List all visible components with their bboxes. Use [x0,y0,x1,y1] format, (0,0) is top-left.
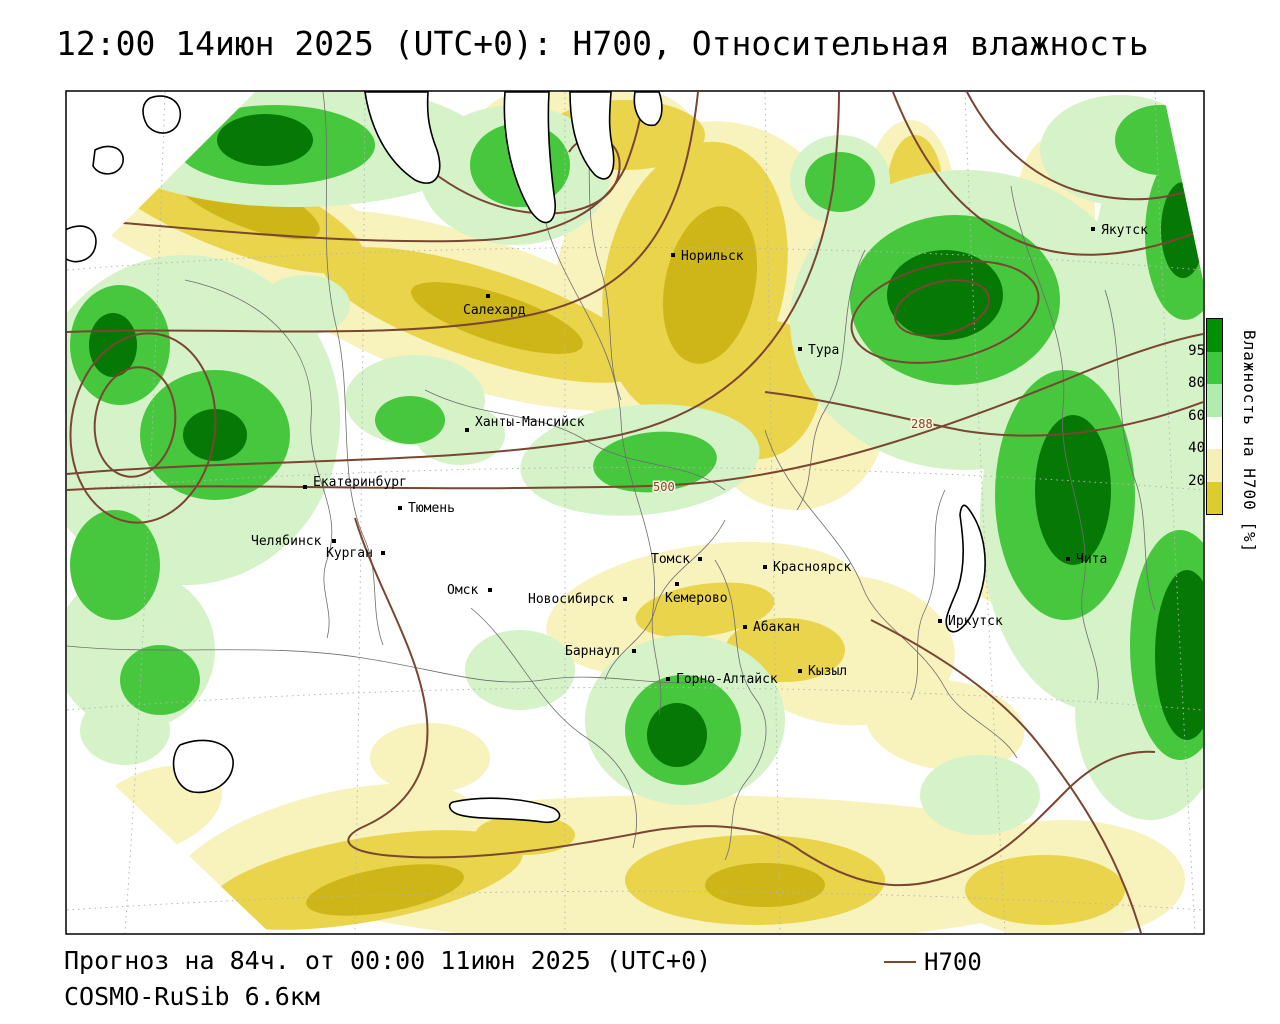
city-label: Красноярск [773,560,851,575]
city-label: Новосибирск [528,592,614,607]
colorbar-tick-label: 95 [1188,342,1205,359]
city-marker [465,428,469,432]
colorbar-title: Влажность на H700 [%] [1240,330,1259,554]
colorbar-scale [1206,318,1223,515]
coast-outline [66,225,97,263]
lake-outline [448,797,561,824]
city-marker [398,506,402,510]
city-label: Кемерово [665,591,728,606]
city-marker [1066,557,1070,561]
city-label: Чита [1076,552,1107,567]
humidity-map: Норильск Салехард Тура Якутск Ханты-Мансийск… [65,90,1205,935]
city-marker [698,557,702,561]
city-label: Абакан [753,620,800,635]
city-marker [671,253,675,257]
city-label: Якутск [1101,223,1148,238]
contour-value-label: 288 [911,417,933,431]
colorbar-segment [1207,319,1222,352]
city-label: Омск [447,583,478,598]
map-frame [65,90,1205,935]
city-label: Барнаул [565,644,620,659]
colorbar-segment [1207,416,1222,449]
colorbar-segment [1207,384,1222,417]
city-label: Челябинск [251,534,322,549]
lake-baikal-outline [945,504,986,633]
colorbar-tick-label: 20 [1188,472,1205,489]
model-info: COSMO-RuSib 6.6км [64,982,320,1011]
city-marker [938,619,942,623]
city-marker [1091,227,1095,231]
graticule [66,91,1204,934]
colorbar-tick-label: 80 [1188,375,1205,391]
gulf-outline [364,91,441,184]
city-marker [303,485,307,489]
city-label: Томск [651,552,690,567]
city-marker [486,294,490,298]
city-marker [798,347,802,351]
city-label: Ханты-Мансийск [475,415,585,430]
city-label: Салехард [463,303,526,318]
colorbar: 95 80 60 40 20 [1188,318,1223,515]
forecast-info: Прогноз на 84ч. от 00:00 11июн 2025 (UTC… [64,946,712,975]
h700-line-sample [884,961,916,963]
city-marker [675,582,679,586]
city-marker [381,551,385,555]
taz-bay-outline [569,91,615,180]
colorbar-tick-label: 60 [1188,407,1205,424]
colorbar-tick-label: 40 [1188,440,1205,456]
city-marker [743,625,747,629]
ob-bay-outline [503,91,556,224]
city-marker [763,565,767,569]
city-marker [623,597,627,601]
island-outline [142,95,181,134]
colorbar-segment [1207,449,1222,482]
map-container: Норильск Салехард Тура Якутск Ханты-Мансийск… [65,90,1205,935]
city-marker [798,669,802,673]
contour-legend: H700 [884,948,982,976]
city-marker [666,677,670,681]
city-label: Горно-Алтайск [676,672,778,687]
city-marker [332,539,336,543]
colorbar-segment [1207,351,1222,384]
city-label: Курган [326,546,373,561]
city-layer: Норильск Салехард Тура Якутск Ханты-Мансийск… [251,223,1148,687]
coastlines [66,91,986,824]
lake-outline [172,739,234,794]
legend-label: H700 [924,948,982,976]
contour-value-label: 500 [653,480,675,494]
island-outline [92,145,124,175]
city-label: Иркутск [948,614,1003,629]
h700-contours [67,92,1203,933]
city-label: Норильск [681,249,744,264]
city-marker [632,649,636,653]
city-label: Тюмень [408,501,455,516]
colorbar-segment [1207,481,1222,514]
humidity-field [67,92,1203,933]
island-outline [633,91,663,126]
city-label: Кызыл [808,664,847,679]
city-label: Екатеринбург [313,475,407,490]
colorbar-ticks: 95 80 60 40 20 [1171,318,1205,513]
city-marker [488,588,492,592]
page-title: 12:00 14июн 2025 (UTC+0): H700, Относите… [56,24,1149,63]
city-label: Тура [808,343,839,358]
